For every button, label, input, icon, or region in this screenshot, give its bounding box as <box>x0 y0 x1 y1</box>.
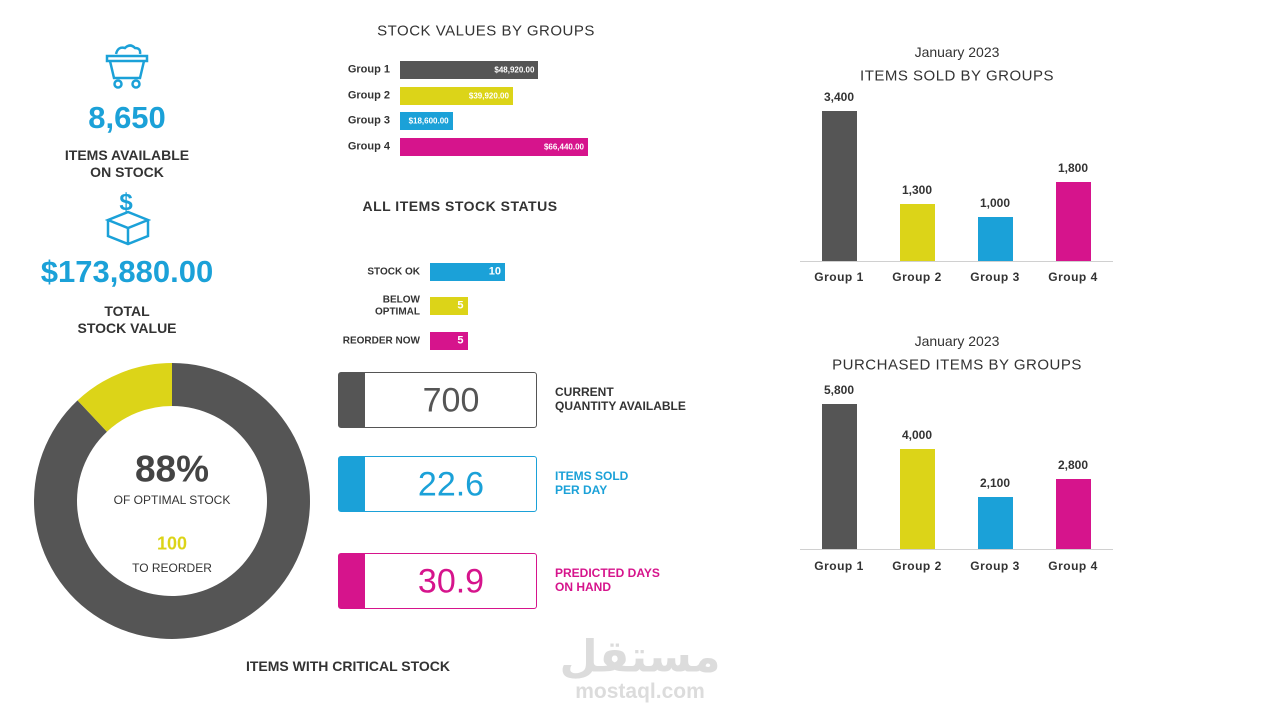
axis-line <box>800 261 1113 262</box>
card-label: ITEMS SOLD <box>555 469 629 484</box>
cart-icon <box>105 44 149 89</box>
category-label: Group 2 <box>892 270 942 285</box>
bar <box>821 404 857 549</box>
cart-body <box>108 60 146 80</box>
chart-subtitle: January 2023 <box>914 43 1000 60</box>
chart-title: PURCHASED ITEMS BY GROUPS <box>832 356 1082 374</box>
value-label: 4,000 <box>901 428 933 443</box>
bar <box>1055 479 1091 549</box>
bar <box>400 87 513 105</box>
card-strip <box>339 457 365 511</box>
bar <box>400 61 539 79</box>
value-label: $39,920.00 <box>468 91 509 101</box>
watermark-latin: mostaql.com <box>575 679 705 703</box>
category-label: Group 3 <box>970 270 1020 285</box>
donut-slice <box>34 363 311 640</box>
category-label: Group 3 <box>347 114 390 127</box>
reorder-value: 100 <box>156 533 188 554</box>
category-label: REORDER NOW <box>342 335 420 347</box>
kpi-label: STOCK VALUE <box>77 319 177 336</box>
bar <box>430 332 468 350</box>
value-label: 5 <box>457 334 464 347</box>
value-label: 5,800 <box>823 383 855 398</box>
dollar-sign: $ <box>119 192 133 216</box>
reorder-label: TO REORDER <box>132 561 212 576</box>
card-label: PREDICTED DAYS <box>555 566 660 581</box>
card-label: PER DAY <box>555 483 608 498</box>
value-label: 1,000 <box>979 195 1011 210</box>
bar <box>821 111 857 261</box>
card-strip <box>339 554 365 608</box>
category-label: Group 1 <box>814 270 864 285</box>
donut-value: 88% <box>134 448 210 490</box>
bar <box>430 263 505 281</box>
card-label: ON HAND <box>555 580 611 595</box>
card-value: 22.6 <box>417 465 485 504</box>
category-label: BELOW OPTIMAL <box>375 294 420 318</box>
wheel <box>131 79 141 89</box>
category-label: STOCK OK <box>367 266 420 278</box>
category-label: Group 4 <box>347 140 390 153</box>
value-label: $18,600.00 <box>408 116 449 126</box>
bar <box>977 496 1013 549</box>
value-label: 5 <box>457 299 464 312</box>
card-strip <box>339 373 365 427</box>
category-label: Group 3 <box>970 559 1020 574</box>
kpi-label: ON STOCK <box>90 163 164 180</box>
chart-title: ITEMS WITH CRITICAL STOCK <box>245 657 451 674</box>
chart-title: ITEMS SOLD BY GROUPS <box>860 67 1054 85</box>
value-label: 2,100 <box>979 475 1011 490</box>
card <box>338 553 537 609</box>
bar <box>430 297 468 315</box>
category-label: Group 4 <box>1048 559 1098 574</box>
cart-rim <box>105 54 149 63</box>
chart-title: ALL ITEMS STOCK STATUS <box>362 197 558 214</box>
value-label: 1,800 <box>1057 160 1089 175</box>
chart-title: STOCK VALUES BY GROUPS <box>377 22 595 40</box>
category-label: Group 2 <box>347 89 390 102</box>
value-label: 1,300 <box>901 182 933 197</box>
kpi-value: $173,880.00 <box>40 254 214 290</box>
category-label: Group 4 <box>1048 270 1098 285</box>
bar <box>1055 181 1091 261</box>
box <box>105 210 151 246</box>
bar <box>977 216 1013 261</box>
card-label: CURRENT <box>555 385 614 400</box>
watermark-arabic: مستقل <box>559 631 721 683</box>
card-value: 700 <box>422 381 480 420</box>
kpi-label: TOTAL <box>104 302 150 319</box>
bar <box>899 449 935 549</box>
category-label: Group 1 <box>347 63 390 76</box>
card <box>338 372 537 428</box>
donut-center-label: OF OPTIMAL STOCK <box>113 493 231 508</box>
card-label: QUANTITY AVAILABLE <box>555 399 686 414</box>
category-label: Group 1 <box>814 559 864 574</box>
bar <box>899 203 935 261</box>
kpi-label: ITEMS AVAILABLE <box>64 146 190 163</box>
chart-subtitle: January 2023 <box>914 332 1000 349</box>
category-label: Group 2 <box>892 559 942 574</box>
value-label: $66,440.00 <box>543 142 584 152</box>
ore <box>114 44 142 55</box>
donut-slice <box>77 363 172 432</box>
value-label: 2,800 <box>1057 458 1089 473</box>
kpi-value: 8,650 <box>88 100 166 136</box>
bar <box>400 138 588 156</box>
value-label: 3,400 <box>823 90 855 105</box>
box-icon: $ <box>105 192 151 246</box>
bar <box>400 112 453 130</box>
card <box>338 456 537 512</box>
wheel <box>113 79 123 89</box>
value-label: 10 <box>488 265 501 278</box>
value-label: $48,920.00 <box>494 65 535 75</box>
card-value: 30.9 <box>417 562 485 601</box>
axis-line <box>800 549 1113 550</box>
